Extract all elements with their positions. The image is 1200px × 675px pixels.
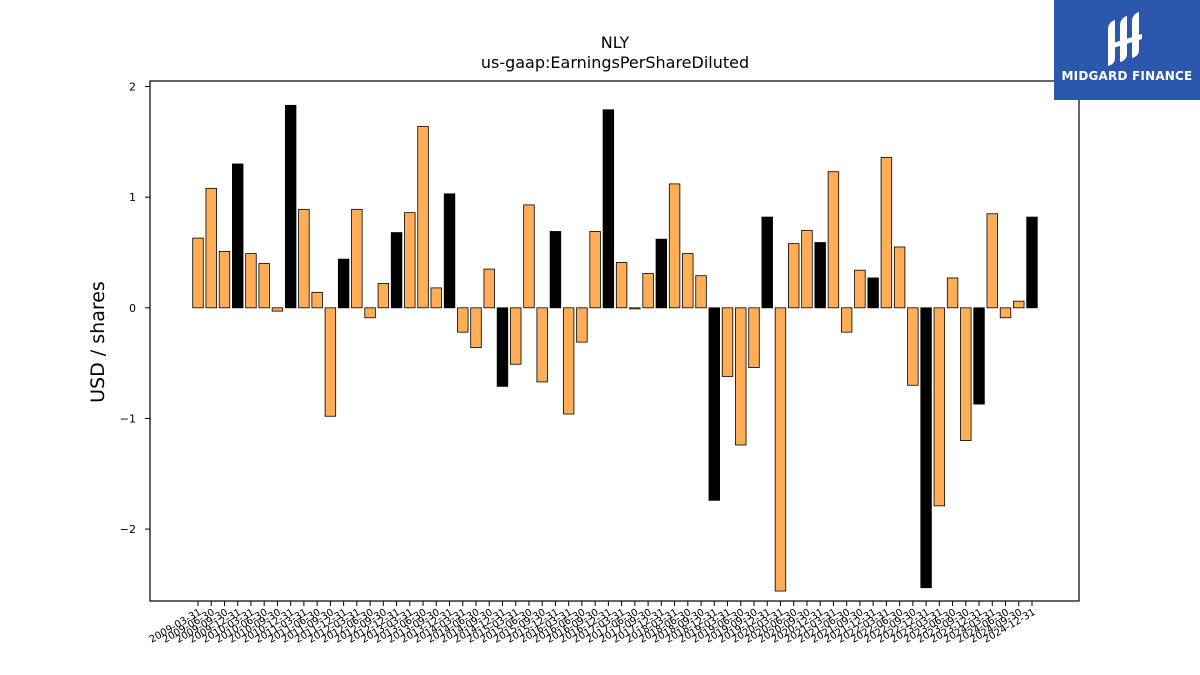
- bar: [470, 307, 482, 349]
- bar: [337, 258, 350, 309]
- bar: [457, 307, 469, 333]
- bars-group: [192, 104, 1038, 592]
- bar: [1026, 216, 1038, 309]
- bar: [364, 307, 376, 319]
- bar: [788, 243, 800, 309]
- bar: [682, 253, 694, 309]
- bar: [284, 104, 297, 309]
- bar: [708, 307, 720, 501]
- bar: [536, 307, 548, 383]
- bar: [549, 231, 562, 309]
- bar: [960, 307, 972, 441]
- bar: [735, 307, 747, 446]
- bar: [748, 307, 760, 368]
- bar: [192, 237, 204, 309]
- bar: [298, 208, 310, 309]
- bar: [245, 253, 257, 309]
- bar: [271, 307, 284, 312]
- bar: [933, 307, 946, 507]
- brand-name: MIDGARD FINANCE: [1061, 69, 1193, 83]
- bar: [695, 275, 707, 309]
- bar: [814, 242, 826, 309]
- bar: [523, 204, 535, 309]
- bar: [655, 238, 668, 309]
- bar: [907, 307, 919, 386]
- bar: [801, 229, 813, 309]
- bar: [721, 307, 734, 377]
- bar: [642, 273, 654, 309]
- y-axis-label: USD / shares: [87, 281, 109, 403]
- bar: [205, 187, 217, 309]
- y-tick-label: 2: [129, 81, 136, 94]
- bar: [377, 283, 390, 309]
- bar: [390, 232, 403, 309]
- x-ticks-group: 2009-03-312009-06-302009-09-302009-12-31…: [148, 601, 1038, 646]
- chart-title: NLY: [601, 33, 630, 52]
- midgard-logo-icon: [1108, 12, 1142, 66]
- bar: [430, 287, 442, 309]
- bar: [510, 307, 522, 365]
- bar: [880, 156, 893, 309]
- bar: [761, 216, 773, 309]
- bar: [827, 171, 840, 309]
- bar: [1013, 300, 1025, 309]
- bar: [893, 246, 906, 309]
- bar: [576, 307, 588, 343]
- bar: [443, 193, 456, 309]
- bar: [986, 213, 998, 309]
- bar: [496, 307, 509, 387]
- bar: [774, 307, 787, 592]
- bar: [840, 307, 853, 333]
- bar: [920, 307, 932, 589]
- bar: [946, 277, 959, 309]
- bar: [867, 277, 879, 309]
- bar: [483, 268, 495, 309]
- bar: [351, 208, 363, 309]
- bar: [562, 307, 575, 415]
- y-tick-label: 1: [129, 191, 136, 204]
- bar: [324, 307, 337, 417]
- bar: [311, 291, 323, 309]
- bar: [854, 269, 866, 309]
- bar: [417, 125, 429, 309]
- y-tick-label: −1: [120, 412, 136, 425]
- chart-subtitle: us-gaap:EarningsPerShareDiluted: [481, 53, 749, 72]
- y-tick-label: −2: [120, 523, 136, 536]
- bar: [232, 163, 244, 309]
- bar: [404, 212, 416, 309]
- bar: [629, 307, 641, 310]
- brand-logo: MIDGARD FINANCE: [1054, 0, 1200, 100]
- plot-frame: [149, 80, 1080, 602]
- y-tick-label: 0: [129, 302, 136, 315]
- bar: [258, 263, 270, 309]
- bar: [973, 307, 985, 405]
- bar: [615, 262, 628, 309]
- y-ticks-group: −2 −1 0 1 2: [120, 81, 150, 536]
- bar: [999, 307, 1012, 319]
- bar: [602, 109, 615, 309]
- bar: [218, 250, 231, 309]
- bar: [668, 183, 681, 309]
- bar: [589, 231, 601, 309]
